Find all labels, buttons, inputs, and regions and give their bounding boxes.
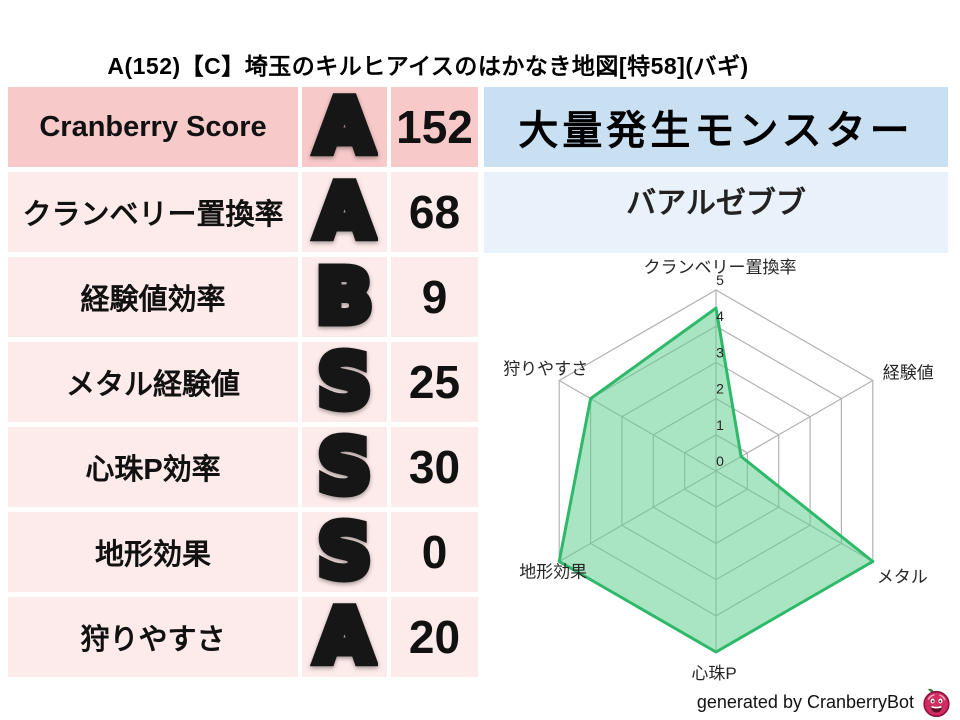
grade-cell: S S	[302, 424, 387, 510]
stat-label: クランベリー置換率	[8, 172, 298, 252]
grade-cell: S S	[302, 509, 387, 595]
grade-cell: B B	[302, 254, 387, 340]
stat-value: 152	[391, 87, 478, 167]
radar-axis-label: メタル	[877, 568, 928, 587]
stat-label: 経験値効率	[8, 257, 298, 337]
page-title: A(152)【C】埼玉のキルヒアイスのはかなき地図[特58](バギ)	[107, 53, 749, 79]
footer-credit: generated by CranberryBot	[697, 686, 952, 718]
monster-name: バアルゼブブ	[484, 172, 948, 253]
grade-letter-outline: S	[313, 339, 375, 425]
grade-badge: A A	[302, 84, 387, 170]
stat-value: 9	[391, 257, 478, 337]
grade-badge: S S	[302, 509, 387, 595]
radar-tick-label: 3	[716, 344, 724, 360]
stat-value: 68	[391, 172, 478, 252]
grade-letter-outline: A	[311, 169, 377, 255]
table-row: メタル経験値 S S 25	[8, 339, 478, 425]
grade-cell: A A	[302, 84, 387, 170]
grade-letter: A	[315, 84, 374, 170]
monster-panel-header: 大量発生モンスター	[484, 87, 948, 167]
table-row: 地形効果 S S 0	[8, 509, 478, 595]
grade-letter-outline: A	[311, 84, 377, 170]
radar-tick-label: 4	[716, 308, 724, 324]
grade-cell: S S	[302, 339, 387, 425]
stat-value: 30	[391, 427, 478, 507]
credit-text: generated by CranberryBot	[696, 691, 914, 712]
stats-table: Cranberry Score A A 152 クランベリー置換率 A A 68…	[8, 84, 478, 682]
grade-cell: A A	[302, 169, 387, 255]
grade-badge: A A	[302, 594, 387, 680]
radar-tick-label: 1	[716, 417, 724, 433]
radar-axis-label: クランベリー置換率	[644, 258, 797, 277]
grade-letter: S	[317, 509, 372, 595]
grade-badge: S S	[302, 339, 387, 425]
grade-badge: S S	[302, 424, 387, 510]
stat-value: 25	[391, 342, 478, 422]
stat-label: メタル経験値	[8, 342, 298, 422]
grade-letter-outline: S	[313, 424, 375, 510]
grade-letter: B	[316, 254, 373, 340]
table-row: クランベリー置換率 A A 68	[8, 169, 478, 255]
grade-letter-outline: B	[312, 254, 377, 340]
stat-label: 心珠P効率	[8, 427, 298, 507]
table-row: 狩りやすさ A A 20	[8, 594, 478, 680]
radar-axis-label: 地形効果	[519, 563, 587, 582]
radar-axis-label: 心珠P	[691, 664, 736, 683]
grade-badge: B B	[302, 254, 387, 340]
stat-label: 地形効果	[8, 512, 298, 592]
stat-value: 20	[391, 597, 478, 677]
grade-letter: A	[315, 594, 374, 680]
grade-letter-outline: S	[313, 509, 375, 595]
stat-label: 狩りやすさ	[8, 597, 298, 677]
table-row: 心珠P効率 S S 30	[8, 424, 478, 510]
radar-axis-label: 狩りやすさ	[503, 360, 588, 379]
stat-value: 0	[391, 512, 478, 592]
radar-tick-label: 0	[716, 453, 724, 469]
grade-letter: A	[315, 169, 374, 255]
radar-data-polygon	[557, 306, 875, 654]
grade-badge: A A	[302, 169, 387, 255]
stat-label: Cranberry Score	[8, 87, 298, 167]
monster-panel: 大量発生モンスター バアルゼブブ	[484, 87, 948, 253]
grade-cell: A A	[302, 594, 387, 680]
table-row: 経験値効率 B B 9	[8, 254, 478, 340]
grade-letter: S	[317, 339, 372, 425]
table-row: Cranberry Score A A 152	[8, 84, 478, 170]
radar-axis-label: 経験値	[883, 364, 934, 383]
grade-letter: S	[317, 424, 372, 510]
radar-tick-label: 2	[716, 381, 724, 397]
grade-letter-outline: A	[311, 594, 377, 680]
cranberry-mascot-icon	[923, 688, 950, 717]
radar-tick-label: 5	[716, 272, 724, 288]
